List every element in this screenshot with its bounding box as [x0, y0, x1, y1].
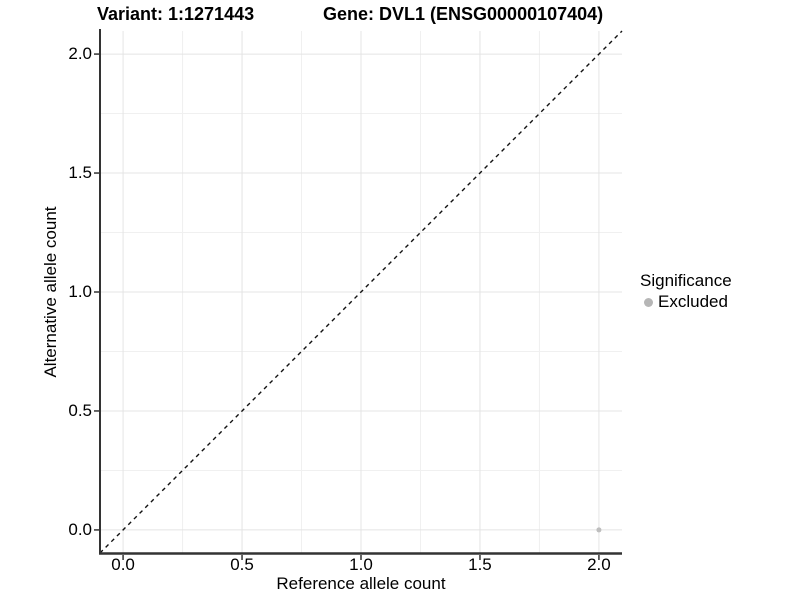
x-tick-label: 0.5 — [230, 555, 254, 574]
y-axis-title: Alternative allele count — [41, 206, 60, 378]
legend: Significance Excluded — [640, 271, 732, 311]
y-tick-label: 0.5 — [68, 400, 92, 420]
x-tick-label: 2.0 — [587, 555, 611, 574]
identity-dashed-line — [99, 30, 623, 554]
legend-entries: Excluded — [640, 293, 732, 311]
y-tick-label: 2.0 — [68, 44, 92, 64]
legend-item-label: Excluded — [658, 292, 728, 311]
x-axis-title: Reference allele count — [276, 574, 446, 593]
legend-title: Significance — [640, 271, 732, 290]
y-tick-label: 1.5 — [68, 163, 92, 183]
legend-point-icon — [644, 297, 653, 307]
y-tick-label: 0.0 — [68, 519, 92, 539]
y-tick-label: 1.0 — [68, 282, 92, 301]
x-tick-label: 1.0 — [349, 555, 373, 574]
x-tick-label: 1.5 — [468, 555, 492, 574]
legend-item-excluded: Excluded — [644, 293, 732, 311]
x-tick-label: 0.0 — [111, 555, 135, 574]
data-point-excluded — [596, 527, 602, 533]
plot-title-gene: Gene: DVL1 (ENSG00000107404) — [323, 4, 604, 24]
plot-title-variant: Variant: 1:1271443 — [97, 4, 255, 24]
